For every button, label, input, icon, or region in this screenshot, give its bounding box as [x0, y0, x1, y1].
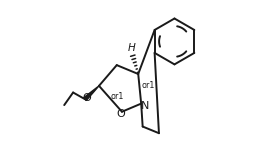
Text: N: N	[141, 101, 149, 111]
Polygon shape	[84, 86, 99, 100]
Text: O: O	[82, 93, 91, 103]
Text: or1: or1	[110, 92, 123, 101]
Text: O: O	[116, 108, 125, 119]
Text: H: H	[127, 43, 135, 53]
Text: or1: or1	[141, 81, 155, 90]
